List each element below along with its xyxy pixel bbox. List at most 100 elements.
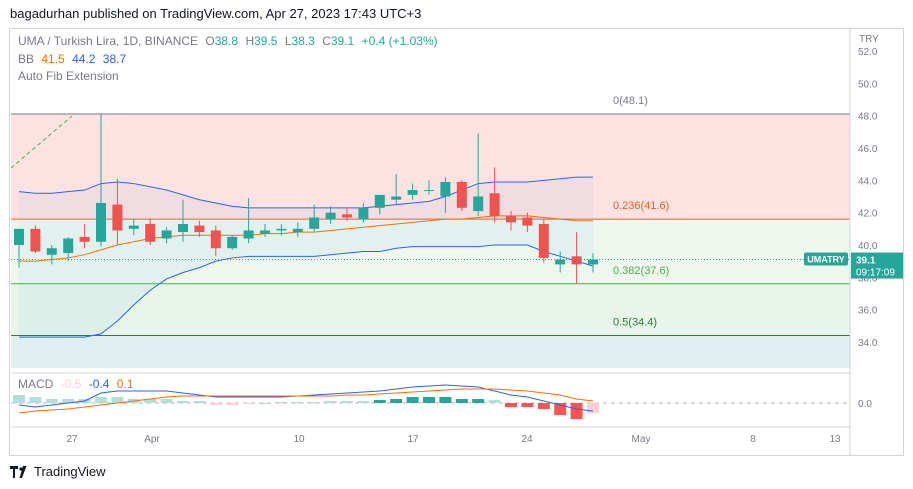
macd-signal-line: [18, 388, 594, 414]
macd-histogram-bar: [95, 397, 107, 403]
macd-histogram-bar: [587, 403, 599, 413]
close-label: C: [322, 34, 331, 48]
price-tick-label: 50.0: [858, 79, 878, 90]
price-tick-label: 48.0: [858, 112, 878, 123]
candle-body: [260, 230, 270, 234]
time-tick-label: Apr: [144, 434, 160, 445]
macd-label: MACD: [18, 377, 54, 391]
candle-body: [571, 256, 582, 265]
macd-histogram-bar: [242, 403, 255, 404]
macd-tick-label: 0.0: [858, 399, 872, 410]
fib-trend-line: [10, 115, 73, 169]
candle-body: [440, 181, 451, 197]
macd-line-value: -0.4: [88, 377, 110, 391]
macd-histogram-bar: [111, 397, 124, 403]
fib-level-label: 0.5(34.4): [613, 317, 657, 329]
candle-body: [46, 248, 57, 255]
price-tick-label: 38.0: [858, 273, 878, 284]
axes: TRY 52.0 50.0 48.0 46.0 44.0 42.0 40.0 38.0 36.0 3…: [66, 34, 903, 445]
macd-histogram-bar: [390, 399, 403, 403]
bb-fill: [19, 177, 593, 338]
macd-histogram-bar: [13, 395, 25, 403]
price-tick-label: 42.0: [858, 209, 878, 220]
open-label: O: [205, 34, 215, 48]
candle-body: [63, 238, 74, 254]
symbol-line[interactable]: UMA / Turkish Lira, 1D, BINANCE: [18, 34, 199, 48]
candle-body: [325, 212, 336, 220]
bb-lower-line: [19, 244, 594, 338]
low-label: L: [284, 34, 292, 48]
time-tick-label: 13: [829, 434, 841, 445]
close-value: 39.1: [330, 34, 355, 48]
high-value: 39.5: [254, 34, 278, 48]
price-badge: [851, 252, 903, 279]
macd-histogram-bar: [439, 397, 452, 403]
candles: [11, 114, 850, 284]
bb-upper-line: [18, 176, 593, 209]
fib-lines: 0(48.1) 0.236(41.6) 0.382(37.6) 0.5(34.4): [10, 95, 850, 337]
publish-info: bagadurhan published on TradingView.com,…: [10, 6, 422, 21]
price-tick-label: 46.0: [858, 144, 878, 155]
change-value: +0.4 (+1.03%): [361, 34, 438, 48]
macd-histogram-bar: [505, 403, 517, 407]
macd-histogram-bar: [308, 402, 321, 403]
macd-histogram-bar: [341, 401, 353, 403]
macd-histogram-bar: [472, 399, 485, 403]
open-value: 38.8: [214, 34, 239, 48]
candle-body: [456, 181, 467, 208]
candle-body: [391, 196, 402, 200]
macd-histogram-bar: [357, 401, 370, 403]
macd-histogram-bar: [177, 401, 189, 403]
price-tick-label: 40.0: [858, 241, 878, 252]
candle-body: [227, 236, 238, 249]
macd-histogram-bar: [62, 399, 75, 403]
candle-body: [276, 228, 287, 231]
currency-label: TRY: [859, 34, 879, 45]
macd-histogram-bar: [193, 401, 206, 403]
bb-upper-value: 44.2: [72, 52, 96, 66]
fib-band-2: [11, 283, 850, 336]
candle-body: [178, 223, 188, 233]
macd-histogram-bar: [521, 403, 534, 407]
candle-body: [30, 228, 41, 252]
candle-body: [14, 228, 24, 245]
candle-body: [407, 190, 418, 195]
macd-histogram-bar: [29, 397, 42, 403]
candle-body: [358, 207, 369, 220]
macd-histogram-bar: [488, 400, 501, 403]
candle-body: [538, 223, 549, 258]
time-tick-label: May: [632, 434, 651, 445]
macd-histogram-bar: [45, 399, 58, 403]
price-tick-label: 36.0: [858, 306, 878, 317]
candle-body: [243, 230, 254, 239]
price-tick-label: 44.0: [858, 176, 878, 187]
candle-body: [145, 223, 156, 242]
macd-histogram-bar: [423, 397, 435, 403]
time-tick-label: 27: [66, 434, 78, 445]
candle-body: [506, 215, 516, 223]
bb-basis-value: 41.5: [41, 52, 65, 66]
candle-body: [588, 259, 598, 265]
legend-fib[interactable]: Auto Fib Extension: [18, 69, 123, 83]
bb-label: BB: [18, 52, 35, 66]
price-tick-label: 34.0: [858, 338, 878, 349]
macd-histogram-bar: [570, 403, 583, 419]
chart-frame[interactable]: [9, 28, 904, 456]
legend-macd[interactable]: MACD -0.5 -0.4 0.1: [18, 377, 137, 391]
price-tick-label: 52.0: [858, 47, 878, 58]
legend-bb[interactable]: BB 41.5 44.2 38.7: [18, 52, 130, 66]
bb-lower-value: 38.7: [102, 52, 127, 66]
time-tick-label: 24: [521, 434, 533, 445]
candle-body: [194, 225, 205, 233]
candle-body: [489, 193, 500, 216]
macd-histogram-bar: [324, 401, 337, 403]
candle-body: [424, 190, 434, 192]
footer-brand[interactable]: TradingView: [10, 464, 106, 479]
brand-text: TradingView: [34, 464, 106, 479]
candle-body: [79, 236, 90, 242]
candle-body: [522, 217, 533, 226]
macd-histogram-bar: [259, 403, 271, 404]
fib-level-label: 0(48.1): [613, 95, 648, 107]
low-value: 38.3: [291, 34, 315, 48]
